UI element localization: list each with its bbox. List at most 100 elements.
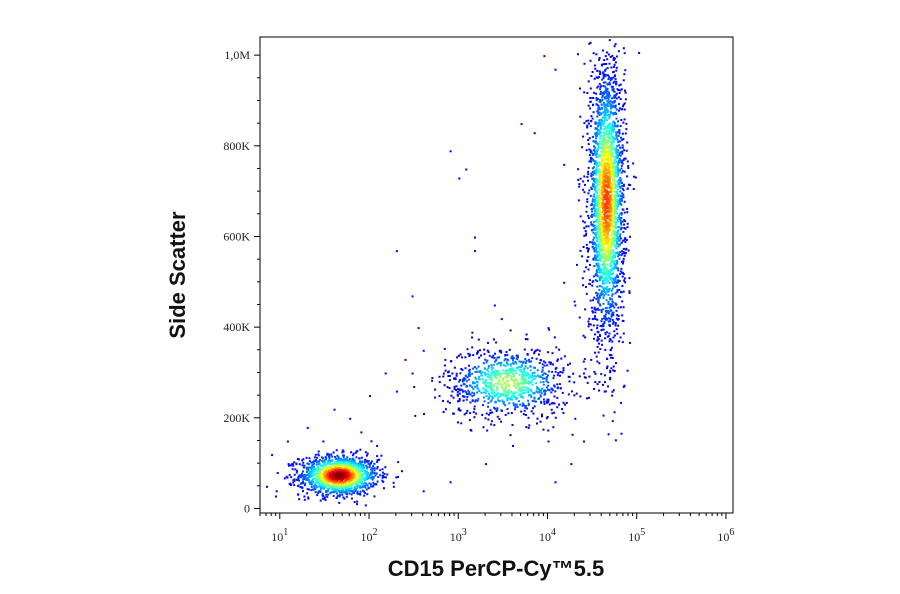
event-dot <box>559 387 562 390</box>
event-dot <box>603 137 606 140</box>
event-dot <box>448 387 451 390</box>
event-dot <box>612 285 615 288</box>
event-dot <box>612 66 615 68</box>
event-dot <box>609 164 611 166</box>
event-dot <box>604 234 607 236</box>
event-dot <box>345 482 347 485</box>
event-dot <box>333 465 336 468</box>
event-dot <box>605 142 608 145</box>
event-dot <box>465 380 468 383</box>
event-dot <box>534 400 537 403</box>
event-dot <box>447 370 450 373</box>
event-dot <box>611 124 614 127</box>
event-dot <box>466 409 469 412</box>
event-dot <box>289 482 292 485</box>
event-dot <box>544 372 547 375</box>
event-dot <box>472 354 475 357</box>
event-dot <box>487 418 490 421</box>
event-dot <box>493 393 496 396</box>
event-dot <box>365 464 368 467</box>
event-dot <box>299 486 302 489</box>
event-dot <box>599 232 602 235</box>
event-dot <box>614 187 616 190</box>
event-dot <box>616 212 619 215</box>
event-dot <box>602 328 605 331</box>
event-dot <box>597 267 600 270</box>
event-dot <box>615 242 618 245</box>
event-dot <box>591 200 594 203</box>
event-dot <box>606 246 609 249</box>
event-dot <box>318 460 320 463</box>
event-dot <box>604 291 607 294</box>
event-dot <box>604 194 607 197</box>
event-dot <box>605 248 608 251</box>
event-dot <box>614 169 617 171</box>
event-dot <box>354 488 357 491</box>
event-dot <box>553 374 555 377</box>
event-dot <box>542 360 545 363</box>
event-dot <box>613 370 616 372</box>
event-dot <box>613 251 616 254</box>
event-dot <box>614 150 617 152</box>
event-dot <box>531 383 534 386</box>
event-dot <box>293 484 296 487</box>
event-dot <box>478 375 481 378</box>
event-dot <box>596 360 599 363</box>
event-dot <box>312 466 315 469</box>
event-dot <box>587 80 590 83</box>
event-dot <box>539 394 542 397</box>
event-dot <box>554 416 557 419</box>
event-dot <box>621 319 624 322</box>
event-dot <box>596 69 599 72</box>
event-dot <box>512 379 515 382</box>
event-dot <box>623 277 626 280</box>
event-dot <box>619 295 622 298</box>
event-dot <box>616 154 619 157</box>
event-dot <box>514 369 517 372</box>
event-dot <box>542 383 545 386</box>
event-dot <box>602 128 605 131</box>
event-dot <box>530 394 532 397</box>
event-dot <box>595 244 598 247</box>
event-dot <box>617 245 620 248</box>
event-dot <box>621 192 624 195</box>
event-dot <box>530 380 533 383</box>
event-dot <box>582 334 585 337</box>
event-dot <box>606 290 609 293</box>
event-dot <box>620 241 623 244</box>
event-dot <box>604 127 607 130</box>
event-dot <box>485 383 487 386</box>
event-dot <box>423 413 425 415</box>
event-dot <box>597 108 600 110</box>
event-dot <box>616 157 619 159</box>
event-dot <box>351 480 354 483</box>
event-dot <box>315 459 318 461</box>
event-dot <box>524 380 527 383</box>
event-dot <box>350 484 353 487</box>
event-dot <box>592 52 595 55</box>
event-dot <box>597 351 600 354</box>
event-dot <box>589 194 592 197</box>
event-dot <box>604 168 607 171</box>
event-dot <box>601 173 604 176</box>
event-dot <box>475 377 478 380</box>
event-dot <box>359 469 362 472</box>
event-dot <box>513 382 516 385</box>
event-dot <box>342 470 345 473</box>
event-dot <box>610 144 612 147</box>
event-dot <box>611 131 614 134</box>
event-dot <box>502 402 505 405</box>
event-dot <box>554 370 557 373</box>
event-dot <box>341 489 344 492</box>
scatter-point <box>431 377 434 379</box>
event-dot <box>600 185 603 188</box>
event-dot <box>607 317 610 320</box>
event-dot <box>605 169 608 172</box>
event-dot <box>483 348 486 351</box>
event-dot <box>603 156 606 159</box>
event-dot <box>599 235 602 238</box>
event-dot <box>500 351 503 354</box>
event-dot <box>543 364 546 367</box>
event-dot <box>397 475 399 478</box>
